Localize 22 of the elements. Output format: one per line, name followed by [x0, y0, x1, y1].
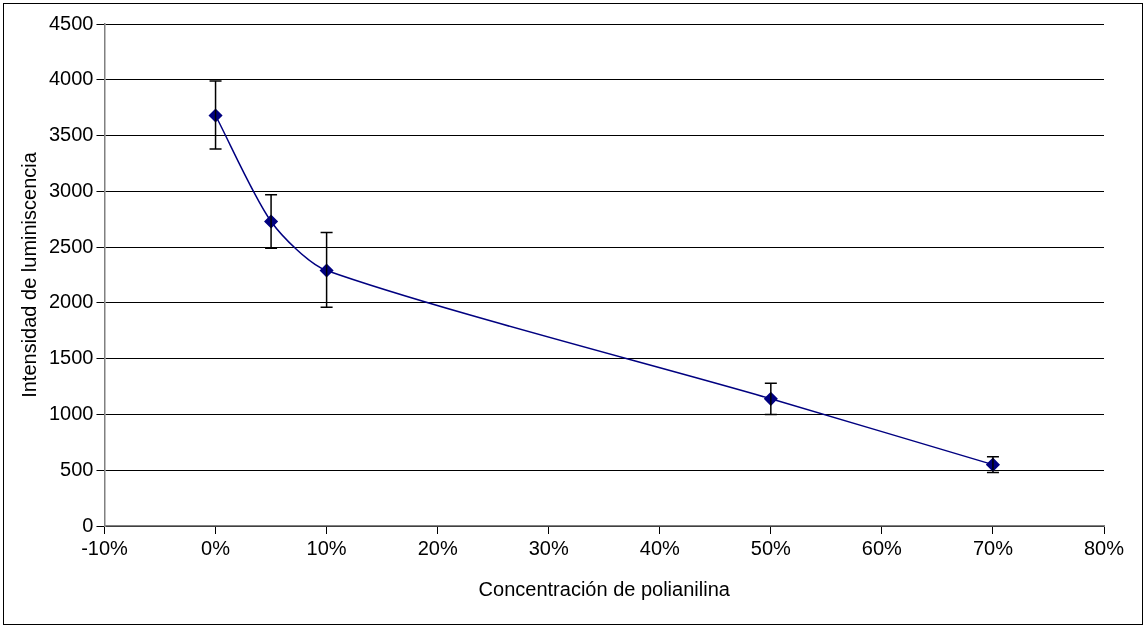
- x-tick-label: 40%: [639, 536, 680, 559]
- y-tick-label: 2500: [48, 234, 94, 257]
- y-tick-label: 500: [60, 457, 94, 480]
- x-tick-label: 60%: [861, 536, 903, 559]
- x-axis-title: Concentración de polianilina: [478, 577, 731, 600]
- y-tick-label: 0: [82, 513, 94, 536]
- y-tick-label: 1500: [48, 346, 94, 369]
- x-tick-label: 70%: [972, 536, 1014, 559]
- x-tick-label: 80%: [1083, 536, 1125, 559]
- x-tick-label: 50%: [750, 536, 792, 559]
- y-tick-label: 4000: [48, 67, 94, 90]
- y-tick-label: 2000: [48, 290, 94, 313]
- x-tick-label: 30%: [528, 536, 569, 559]
- y-axis-title: Intensidad de luminiscencia: [17, 151, 40, 398]
- x-tick-label: 20%: [417, 536, 458, 559]
- y-tick-label: 1000: [48, 401, 94, 424]
- x-tick-label: 10%: [306, 536, 347, 559]
- x-tick-label: -10%: [81, 536, 129, 559]
- y-tick-label: 4500: [48, 11, 94, 34]
- y-tick-label: 3500: [48, 123, 94, 146]
- y-tick-label: 3000: [48, 178, 94, 201]
- x-tick-label: 0%: [201, 536, 231, 559]
